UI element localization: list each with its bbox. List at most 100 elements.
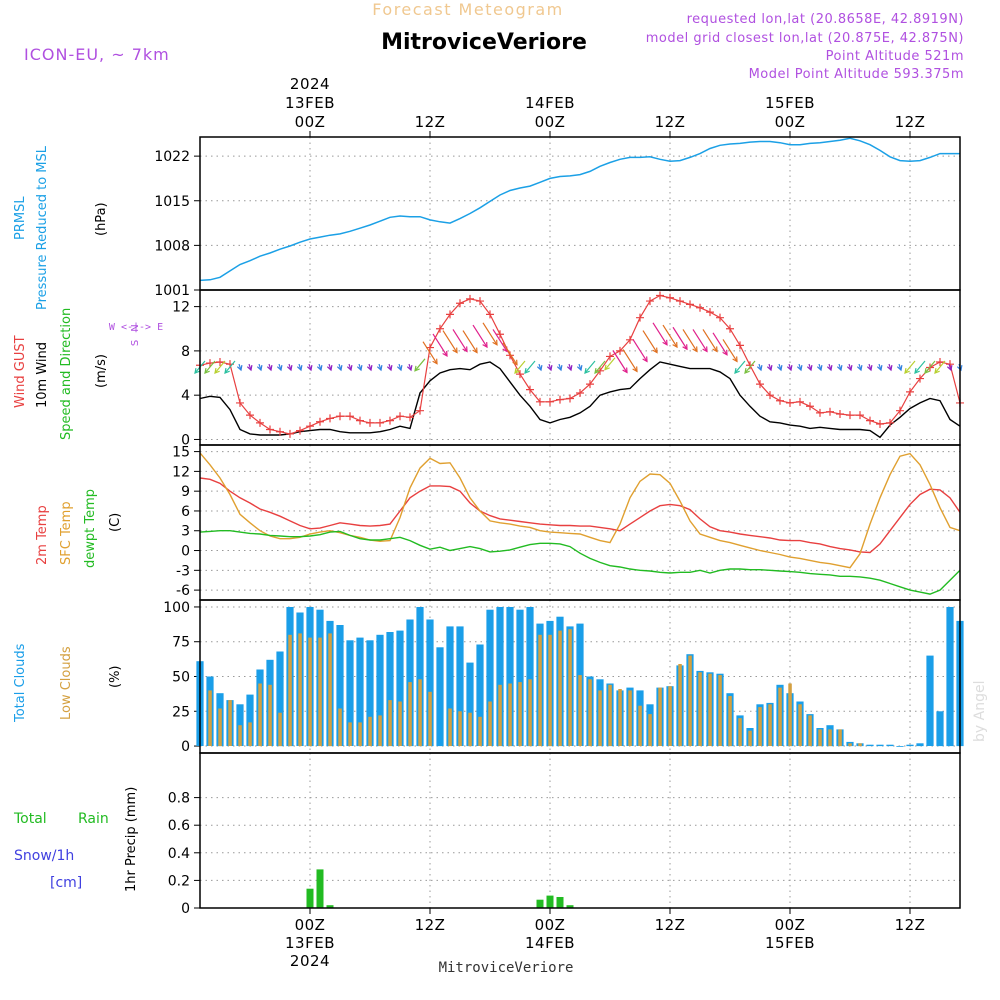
wind-direction-arrow — [584, 360, 596, 374]
wind-direction-arrowhead — [732, 356, 738, 363]
wind-direction-arrowhead — [356, 365, 363, 372]
wind-direction-arrowhead — [482, 342, 488, 349]
cloud-low-bar — [648, 714, 652, 747]
wind-direction-arrow — [462, 330, 478, 353]
cloud-total-bar — [426, 619, 434, 747]
wind-label-10m: 10m Wind — [35, 342, 50, 408]
cloud-low-bar — [298, 633, 302, 747]
cloud-low-bar — [518, 682, 522, 747]
cloud-low-bar — [348, 722, 352, 746]
station-title: MitroviceVeriore — [381, 30, 587, 55]
pressure-series-line — [199, 137, 960, 282]
wind-direction-arrowhead — [956, 365, 963, 372]
cloud-low-bar — [818, 729, 822, 747]
wind-direction-arrowhead — [556, 365, 563, 372]
wind-gust-marker — [366, 418, 374, 427]
cloud-low-bar — [388, 700, 392, 746]
wind-gust-marker — [346, 412, 354, 421]
cloud-low-bar — [688, 655, 692, 746]
wind-direction-arrowhead — [816, 365, 823, 372]
wind-direction-arrowhead — [194, 368, 200, 374]
precip-label-total: Total — [13, 811, 47, 827]
wind-direction-arrowhead — [722, 349, 728, 356]
wind-direction-arrowhead — [512, 359, 518, 366]
cloud-low-bar — [508, 683, 512, 747]
time-label-top: 15FEB — [765, 94, 815, 112]
wind-direction-arrowhead — [224, 368, 230, 374]
wind-direction-arrow — [214, 360, 226, 374]
wind-direction-arrowhead — [326, 365, 333, 372]
cloud-low-bar — [668, 686, 672, 746]
time-label-top: 2024 — [290, 75, 330, 93]
wind-gust-marker — [796, 397, 804, 406]
precip-rain-bar — [316, 869, 324, 908]
temp-label-2m: 2m Temp — [35, 505, 50, 565]
wind-direction-arrow — [692, 329, 708, 352]
wind-direction-arrow — [472, 324, 488, 348]
cloud-low-bar — [378, 715, 382, 746]
wind-direction-arrowhead — [652, 347, 658, 354]
time-label-top: 00Z — [295, 113, 326, 131]
wind-direction-arrowhead — [524, 368, 530, 374]
wind-gust-marker — [446, 310, 454, 319]
cloud-total-bar — [886, 744, 894, 747]
cloud-low-bar — [578, 675, 582, 746]
y-tick-label-pressure: 1015 — [154, 194, 190, 210]
wind-gust-marker — [486, 310, 494, 319]
wind-direction-arrowhead — [566, 365, 573, 372]
time-label-top: 14FEB — [525, 94, 575, 112]
y-tick-label-temperature: 12 — [172, 464, 190, 480]
wind-direction-arrow — [744, 360, 756, 374]
wind-direction-arrow — [734, 360, 746, 374]
cloud-low-bar — [678, 664, 682, 747]
wind-label-speed-dir: Speed and Direction — [59, 308, 74, 440]
wind-direction-arrow — [924, 360, 936, 374]
cloud-low-bar — [858, 743, 862, 747]
temp-label-dewpt: dewpt Temp — [83, 489, 98, 568]
time-label-top: 12Z — [655, 113, 686, 131]
wind-gust-marker — [876, 419, 884, 428]
y-tick-label-temperature: 15 — [172, 445, 190, 461]
cloud-low-bar — [218, 708, 222, 747]
cloud-total-bar — [246, 694, 254, 747]
cloud-low-bar — [468, 712, 472, 747]
cloud-low-bar — [798, 704, 802, 746]
cloud-total-bar — [436, 647, 444, 747]
y-tick-label-wind: 4 — [181, 388, 190, 404]
wind-direction-arrowhead — [576, 365, 583, 372]
wind-direction-arrowhead — [236, 365, 243, 372]
precip-rain-bar — [546, 895, 554, 908]
cloud-label-low: Low Clouds — [59, 646, 74, 720]
plots-group: 100110081015102204812-6-3036912150255075… — [154, 75, 964, 970]
y-tick-label-temperature: 0 — [181, 544, 190, 560]
cloud-total-bar — [346, 640, 354, 746]
wind-gust-marker — [826, 407, 834, 416]
wind-gust-marker — [316, 417, 324, 426]
cloud-low-bar — [498, 684, 502, 746]
time-label-bottom: 12Z — [895, 916, 926, 934]
time-label-bottom: 2024 — [290, 952, 330, 970]
wind-direction-arrowhead — [256, 365, 263, 372]
wind-direction-arrowhead — [266, 365, 273, 372]
wind-direction-arrowhead — [414, 365, 420, 372]
time-label-top: 13FEB — [285, 94, 335, 112]
cloud-total-bar — [376, 634, 384, 747]
cloud-total-bar — [336, 625, 344, 746]
wind-gust-marker — [886, 418, 894, 427]
y-tick-label-clouds: 25 — [172, 704, 190, 720]
cloud-low-bar — [458, 711, 462, 747]
cloud-low-bar — [758, 707, 762, 746]
wind-direction-arrow — [514, 360, 526, 374]
wind-direction-arrowhead — [396, 365, 403, 372]
precip-rain-bar — [536, 899, 544, 908]
time-label-bottom: 00Z — [295, 916, 326, 934]
wind-direction-arrow — [672, 326, 688, 350]
wind-gust-marker — [436, 324, 444, 333]
cloud-total-bar — [466, 662, 474, 747]
time-label-bottom: 14FEB — [525, 934, 575, 952]
y-tick-label-pressure: 1022 — [154, 149, 190, 165]
temp-sfc-line — [199, 452, 961, 569]
wind-gust-marker — [716, 313, 724, 322]
wind-direction-arrowhead — [776, 365, 783, 372]
